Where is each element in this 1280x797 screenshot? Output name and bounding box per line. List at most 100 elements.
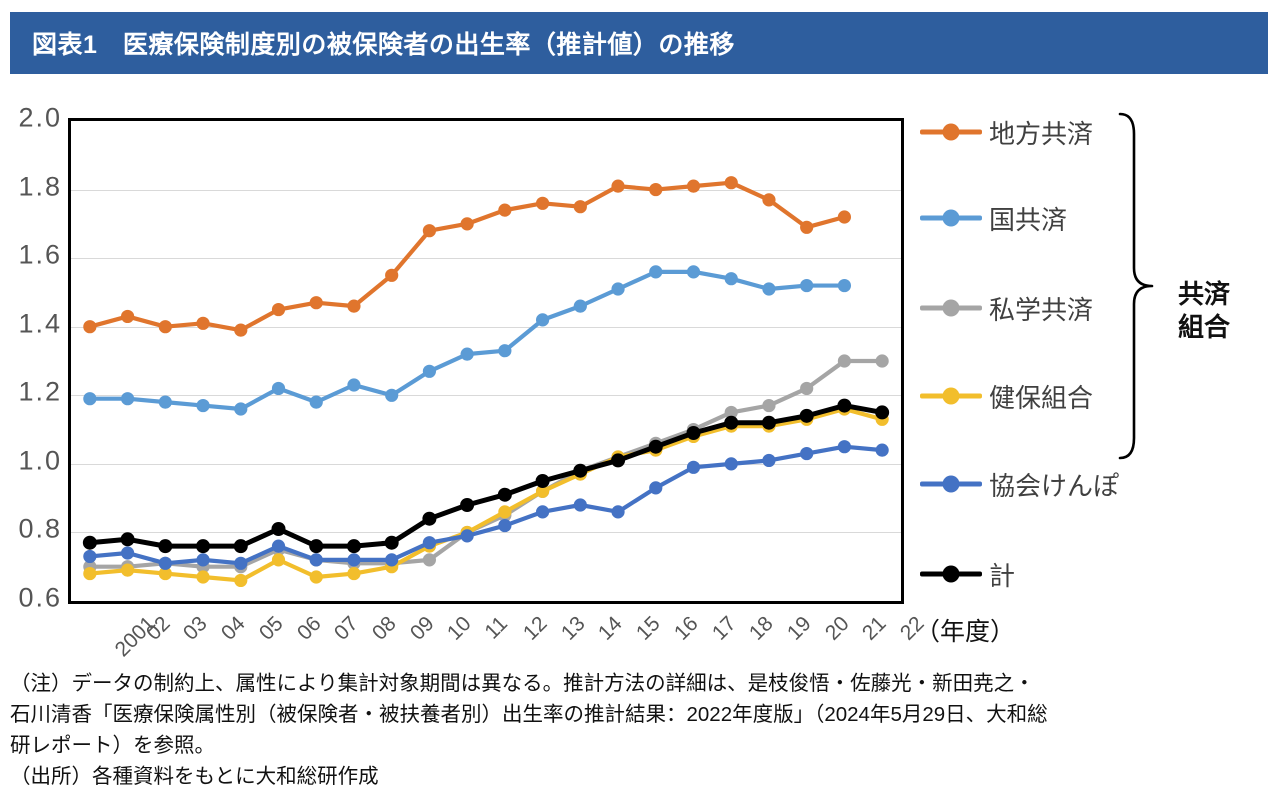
data-point (422, 364, 437, 378)
legend-item-label: 計 (989, 560, 1016, 591)
legend-item-健保組合[interactable]: 健保組合 (920, 379, 1093, 413)
data-point (234, 402, 248, 416)
data-point (271, 553, 286, 567)
chart-legend: 地方共済国共済私学共済健保組合協会けんぽ計 共済 組合 (920, 96, 1270, 616)
x-axis-tick-label: 20 (820, 612, 854, 645)
data-point (837, 440, 852, 454)
data-point (347, 299, 361, 313)
data-point (120, 392, 135, 406)
legend-item-計[interactable]: 計 (920, 557, 1015, 591)
x-axis-tick-label: 10 (443, 612, 477, 645)
series-line (87, 406, 885, 583)
chart-series-layer (82, 176, 890, 588)
data-point (83, 320, 97, 334)
data-point (724, 272, 738, 286)
gridline (71, 463, 901, 465)
y-axis-tick-label: 1.4 (18, 308, 62, 339)
legend-item-協会けんぽ[interactable]: 協会けんぽ (920, 467, 1119, 501)
legend-group-label: 共済 組合 (1178, 278, 1230, 345)
gridline (71, 326, 901, 328)
data-point (648, 439, 663, 454)
legend-item-label: 国共済 (989, 204, 1068, 235)
x-axis-tick-label: 05 (254, 612, 288, 645)
data-point (686, 179, 701, 193)
data-point (649, 265, 663, 279)
legend-swatch-icon (920, 297, 982, 319)
x-axis-unit-label: （年度） (915, 618, 1016, 646)
data-point (460, 498, 475, 512)
y-axis-tick-label: 2.0 (18, 102, 62, 133)
data-point (498, 344, 512, 358)
note-line-1: （注）データの制約上、属性により集計対象期間は異なる。推計方法の詳細は、是枝俊悟… (10, 672, 1035, 695)
data-point (158, 539, 173, 554)
data-point (535, 474, 550, 488)
data-point (761, 415, 776, 430)
data-point (535, 505, 550, 519)
data-point (196, 570, 210, 584)
data-point (611, 505, 625, 519)
plot-area (68, 118, 904, 604)
data-point (611, 453, 626, 468)
data-point (422, 511, 437, 526)
data-point (347, 378, 361, 392)
data-point (573, 200, 587, 214)
data-point (422, 224, 437, 238)
data-point (875, 443, 889, 457)
data-point (271, 539, 286, 553)
data-point (422, 553, 437, 567)
x-axis-tick-label: 07 (330, 612, 363, 645)
x-axis-tick-label: 18 (745, 612, 778, 645)
legend-swatch-icon (920, 563, 982, 585)
data-point (347, 566, 361, 581)
series-line (87, 444, 885, 566)
x-axis-tick-label: 21 (858, 612, 892, 645)
gridline (71, 532, 901, 534)
data-point (611, 282, 625, 296)
data-point (83, 549, 97, 564)
data-point (271, 302, 286, 317)
data-point (347, 553, 361, 567)
data-point (762, 398, 776, 413)
data-point (498, 518, 512, 533)
legend-swatch-icon (920, 385, 982, 407)
x-axis-tick-label: 03 (179, 612, 212, 645)
data-point (649, 182, 663, 197)
data-point (535, 196, 550, 210)
data-point (611, 179, 625, 193)
data-point (724, 405, 738, 420)
y-axis-tick-label: 1.8 (18, 171, 62, 202)
data-point (799, 408, 814, 423)
note-line-3: 研レポート）を参照。 (10, 734, 215, 758)
x-axis-tick-label: 08 (367, 612, 401, 645)
data-point (800, 381, 814, 396)
data-point (158, 395, 172, 409)
data-point (196, 316, 210, 330)
data-point (800, 220, 814, 234)
data-point (573, 299, 587, 313)
series-line (87, 358, 885, 569)
legend-item-私学共済[interactable]: 私学共済 (920, 291, 1093, 325)
data-point (498, 203, 512, 217)
data-point (422, 536, 437, 550)
data-point (460, 347, 474, 361)
legend-item-地方共済[interactable]: 地方共済 (920, 115, 1093, 149)
data-point (497, 487, 512, 502)
x-axis-tick-label: 15 (631, 612, 665, 645)
data-point (762, 282, 776, 296)
data-point (573, 498, 587, 512)
data-point (724, 176, 738, 190)
x-axis-tick-label: 09 (405, 612, 439, 645)
series-line (87, 180, 847, 333)
data-point (762, 193, 776, 207)
series-国共済 (83, 265, 852, 416)
data-point (120, 546, 135, 560)
chart-container: 2.0 1.8 1.6 1.4 1.2 1.0 0.8 0.6 2001 02 03 04 05 06 0… (0, 96, 1280, 662)
data-point (309, 395, 323, 409)
x-axis-tick-label: 14 (594, 612, 627, 645)
data-point (271, 381, 286, 396)
gridline (71, 258, 901, 260)
figure-notes: （注）データの制約上、属性により集計対象期間は異なる。推計方法の詳細は、是枝俊悟… (10, 668, 1272, 793)
note-line-4: （出所）各種資料をもとに大和総研作成 (10, 765, 379, 789)
legend-item-国共済[interactable]: 国共済 (920, 201, 1067, 235)
data-point (800, 278, 814, 293)
